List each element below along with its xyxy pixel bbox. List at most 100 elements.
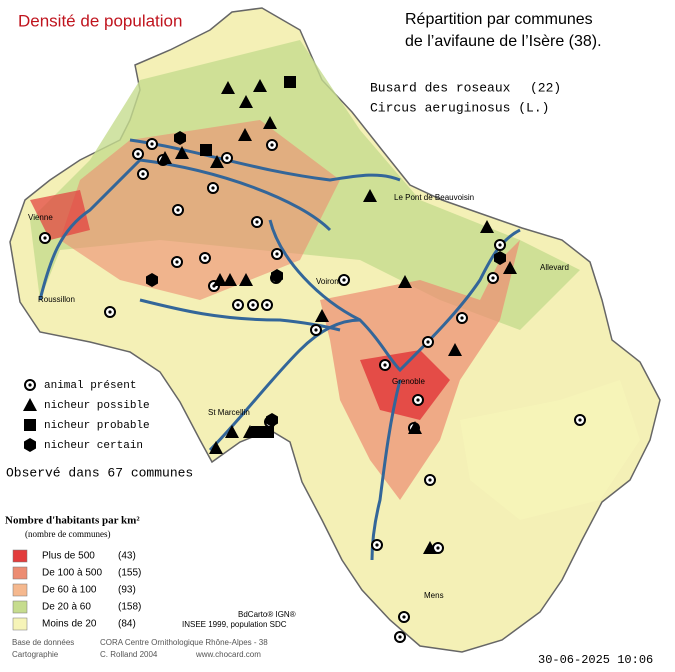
credit-value: CORA Centre Ornithologique Rhône-Alpes -…	[100, 638, 268, 647]
nesting-possible	[209, 441, 223, 454]
nesting-possible	[158, 151, 172, 164]
timestamp: 30-06-2025 10:06	[538, 653, 653, 667]
animal-present	[141, 172, 145, 176]
density-zone	[460, 380, 640, 520]
density-swatch	[12, 549, 28, 563]
symbol-probable	[24, 419, 36, 431]
density-swatch	[12, 566, 28, 580]
animal-present	[255, 220, 259, 224]
river	[139, 158, 332, 232]
nesting-possible	[238, 128, 252, 141]
density-count: (84)	[118, 619, 136, 630]
animal-present	[203, 256, 207, 260]
source: INSEE 1999, population SDC	[182, 620, 287, 629]
river	[38, 158, 142, 301]
nesting-certain	[146, 273, 158, 287]
density-count: (93)	[118, 585, 136, 596]
density-legend: Nombre d'habitants par km² (nombre de co…	[5, 515, 141, 631]
density-title: Nombre d'habitants par km²	[5, 515, 140, 527]
place-label: Grenoble	[392, 377, 425, 386]
website: www.chocard.com	[195, 650, 261, 659]
place-label: Vienne	[28, 213, 53, 222]
animal-present	[270, 143, 274, 147]
heading: Répartition par communes	[405, 11, 593, 28]
animal-present	[460, 316, 464, 320]
credit-value: C. Rolland 2004	[100, 650, 158, 659]
animal-present	[211, 186, 215, 190]
place-label: Mens	[424, 591, 444, 600]
density-swatch	[12, 583, 28, 597]
river	[268, 219, 521, 373]
animal-present	[150, 142, 154, 146]
nesting-probable	[284, 76, 296, 88]
animal-present	[136, 152, 140, 156]
place-label: Allevard	[540, 263, 569, 272]
density-count: (43)	[118, 551, 136, 562]
animal-present	[402, 615, 406, 619]
animal-present	[175, 260, 179, 264]
animal-present	[428, 478, 432, 482]
place-label: Voiron	[316, 277, 339, 286]
nesting-possible	[225, 425, 239, 438]
credit-label: Base de données	[12, 638, 74, 647]
animal-present	[251, 303, 255, 307]
place-label: St Marcellin	[208, 408, 250, 417]
nesting-possible	[221, 81, 235, 94]
symbol-label: nicheur certain	[44, 440, 143, 452]
nesting-possible	[408, 421, 422, 434]
animal-present	[108, 310, 112, 314]
species-latin: Circus aeruginosus (L.)	[370, 100, 549, 115]
symbol-label: nicheur possible	[44, 400, 150, 412]
river	[370, 379, 402, 561]
animal-present	[375, 543, 379, 547]
observations	[39, 76, 586, 643]
animal-present	[416, 398, 420, 402]
nesting-certain	[271, 269, 283, 283]
animal-present	[176, 208, 180, 212]
nesting-probable	[251, 426, 263, 438]
nesting-possible	[363, 189, 377, 202]
heading: de l’avifaune de l’Isère (38).	[405, 33, 602, 50]
symbol-present	[28, 383, 32, 387]
nesting-possible	[213, 273, 227, 286]
density-zone	[30, 190, 90, 240]
animal-present	[43, 236, 47, 240]
nesting-possible	[239, 273, 253, 286]
symbol-label: animal présent	[44, 380, 136, 392]
density-subtitle: (nombre de communes)	[25, 529, 110, 539]
animal-present	[398, 635, 402, 639]
credit-label: Cartographie	[12, 650, 59, 659]
density-label: Plus de 500	[42, 551, 95, 562]
place-label: Roussillon	[38, 295, 75, 304]
animal-present	[314, 328, 318, 332]
nesting-possible	[398, 275, 412, 288]
nesting-possible	[423, 541, 437, 554]
nesting-probable	[262, 426, 274, 438]
symbol-possible	[23, 398, 37, 411]
density-count: (158)	[118, 602, 141, 613]
density-label: De 20 à 60	[42, 602, 91, 613]
animal-present	[578, 418, 582, 422]
department-map	[9, 7, 661, 653]
symbol-present	[24, 379, 36, 391]
animal-present	[383, 363, 387, 367]
nesting-possible	[263, 116, 277, 129]
observed-count: Observé dans 67 communes	[6, 465, 193, 480]
density-swatch	[12, 617, 28, 631]
density-label: Moins de 20	[42, 619, 97, 630]
place-label: Le Pont de Beauvoisin	[394, 193, 474, 202]
animal-present	[498, 243, 502, 247]
symbol-certain	[24, 438, 36, 452]
density-label: De 100 à 500	[42, 568, 102, 579]
river	[129, 138, 401, 182]
nesting-certain	[174, 131, 186, 145]
species-count: (22)	[530, 80, 561, 95]
nesting-probable	[200, 144, 212, 156]
density-zone	[60, 120, 340, 300]
species-name: Busard des roseaux	[370, 80, 511, 95]
symbol-label: nicheur probable	[44, 420, 150, 432]
animal-present	[426, 340, 430, 344]
density-label: De 60 à 100	[42, 585, 97, 596]
nesting-certain	[266, 413, 278, 427]
